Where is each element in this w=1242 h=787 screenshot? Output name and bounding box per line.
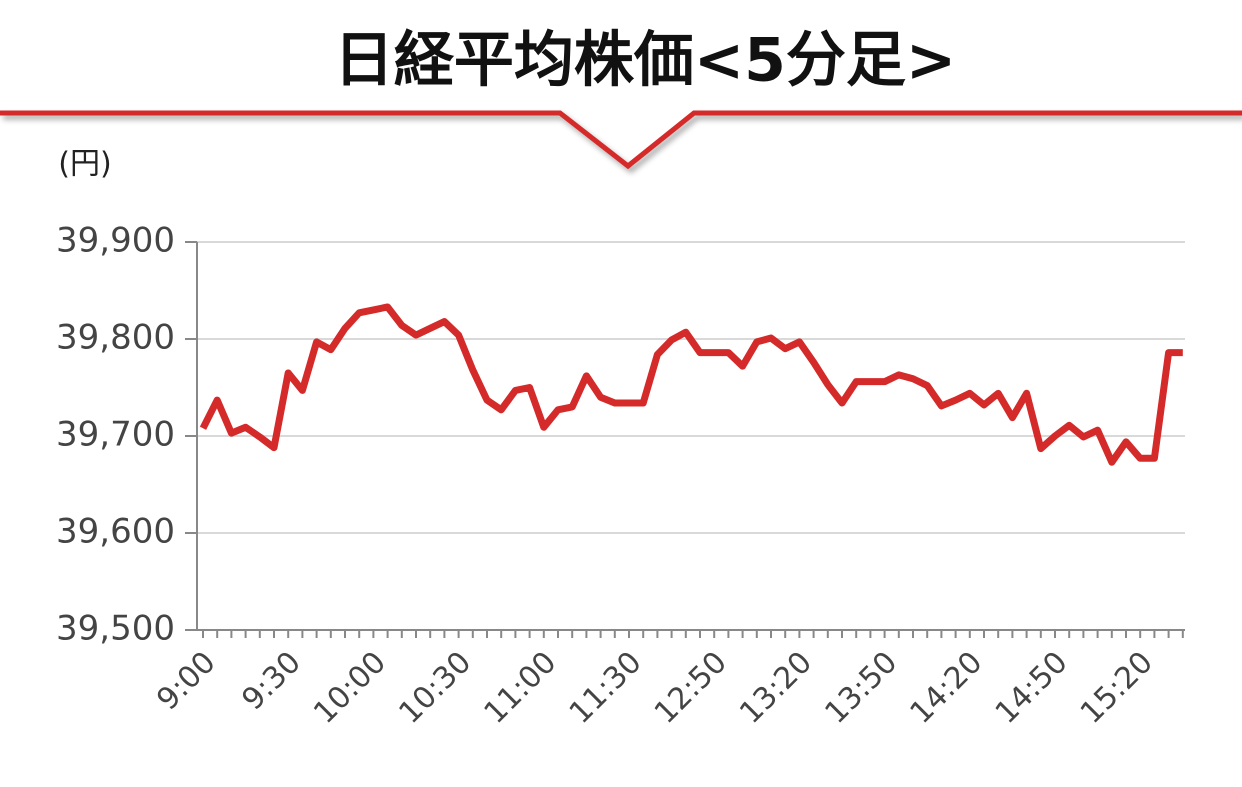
x-tick-label: 10:30 <box>392 645 478 731</box>
x-tick-label: 10:00 <box>307 645 393 731</box>
x-tick-label: 14:50 <box>989 645 1075 731</box>
x-tick-label: 14:20 <box>904 645 990 731</box>
data-line <box>199 303 1183 466</box>
y-tick-label: 39,800 <box>56 318 175 358</box>
x-tick-label: 12:50 <box>648 645 734 731</box>
y-tick-label: 39,900 <box>56 221 175 261</box>
x-tick-label: 9:00 <box>150 645 222 717</box>
title-rule <box>0 110 1242 170</box>
y-axis-unit: (円) <box>58 147 111 182</box>
x-tick-label: 13:50 <box>818 645 904 731</box>
y-tick-label: 39,500 <box>56 609 175 649</box>
x-tick-label: 11:30 <box>563 645 649 731</box>
chart-title: 日経平均株価<5分足> <box>334 26 956 96</box>
x-tick-label: 13:20 <box>733 645 819 731</box>
y-tick-label: 39,600 <box>56 512 175 552</box>
x-tick-label: 9:30 <box>235 645 307 717</box>
x-tick-label: 15:20 <box>1074 645 1160 731</box>
x-tick-label: 11:00 <box>478 645 564 731</box>
y-tick-label: 39,700 <box>56 415 175 455</box>
